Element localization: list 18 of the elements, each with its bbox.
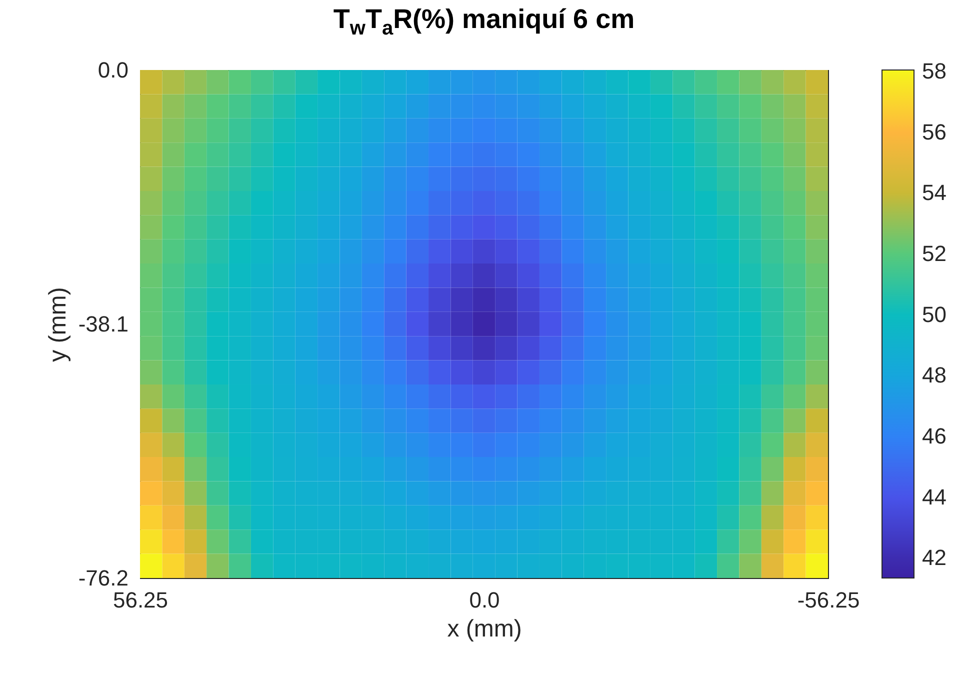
chart-title: T$_{w}$T$_{a}$R(%) maniquí 6 cm	[332, 4, 636, 40]
color-bar-label: 58	[922, 58, 946, 84]
y-tick-label: -76.2	[78, 566, 128, 590]
x-axis-title: x (mm)	[447, 616, 522, 642]
x-tick-label: 0.0	[469, 588, 500, 612]
y-tick-label: -38.1	[78, 312, 128, 336]
color-bar-label: 56	[922, 119, 946, 144]
x-tick-label: -56.25	[797, 588, 860, 612]
y-axis-title: y (mm)	[44, 287, 72, 362]
color-bar-label: 42	[922, 545, 946, 570]
color-bar-label: 44	[922, 484, 946, 510]
color-bar-label: 50	[922, 302, 946, 327]
y-tick-label: 0.0	[98, 58, 128, 82]
x-tick-label: 56.25	[112, 588, 168, 612]
color-bar-label: 46	[922, 424, 946, 449]
color-bar-label: 52	[922, 241, 946, 266]
color-bar-label: 54	[922, 180, 946, 206]
color-bar-label: 48	[922, 362, 946, 388]
